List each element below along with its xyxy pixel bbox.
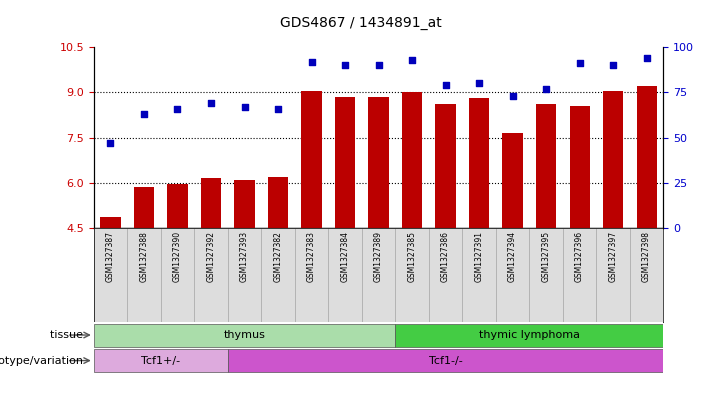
Point xyxy=(406,57,417,63)
Point xyxy=(473,80,485,86)
Bar xyxy=(161,228,194,322)
Bar xyxy=(228,349,663,372)
Point xyxy=(440,82,451,88)
Text: GDS4867 / 1434891_at: GDS4867 / 1434891_at xyxy=(280,16,441,30)
Text: tissue: tissue xyxy=(50,330,87,340)
Text: GSM1327382: GSM1327382 xyxy=(273,231,283,282)
Bar xyxy=(94,349,228,372)
Bar xyxy=(94,323,395,347)
Bar xyxy=(234,180,255,228)
Bar xyxy=(435,105,456,228)
Point xyxy=(306,59,317,65)
Point xyxy=(138,111,150,117)
Bar xyxy=(462,228,496,322)
Text: GSM1327388: GSM1327388 xyxy=(139,231,149,282)
Text: GSM1327398: GSM1327398 xyxy=(642,231,651,282)
Bar xyxy=(301,91,322,228)
Bar xyxy=(167,184,187,228)
Text: genotype/variation: genotype/variation xyxy=(0,356,87,365)
Bar xyxy=(596,228,630,322)
Bar xyxy=(94,228,127,322)
Text: GSM1327394: GSM1327394 xyxy=(508,231,517,282)
Text: Tcf1+/-: Tcf1+/- xyxy=(141,356,180,365)
Bar xyxy=(134,187,154,228)
Text: GSM1327387: GSM1327387 xyxy=(106,231,115,282)
Bar xyxy=(194,228,228,322)
Text: GSM1327397: GSM1327397 xyxy=(609,231,618,282)
Bar xyxy=(563,228,596,322)
Bar xyxy=(395,228,429,322)
Text: GSM1327392: GSM1327392 xyxy=(206,231,216,282)
Text: thymic lymphoma: thymic lymphoma xyxy=(479,330,580,340)
Point xyxy=(340,62,351,68)
Text: GSM1327391: GSM1327391 xyxy=(474,231,484,282)
Point xyxy=(239,104,250,110)
Point xyxy=(373,62,384,68)
Bar xyxy=(529,228,563,322)
Point xyxy=(172,105,183,112)
Text: GSM1327393: GSM1327393 xyxy=(240,231,249,282)
Text: GSM1327396: GSM1327396 xyxy=(575,231,584,282)
Bar xyxy=(228,228,261,322)
Bar xyxy=(295,228,328,322)
Point xyxy=(507,93,518,99)
Text: GSM1327384: GSM1327384 xyxy=(340,231,350,282)
Text: GSM1327386: GSM1327386 xyxy=(441,231,450,282)
Text: GSM1327383: GSM1327383 xyxy=(307,231,316,282)
Bar xyxy=(570,106,590,228)
Bar xyxy=(536,105,556,228)
Text: GSM1327385: GSM1327385 xyxy=(407,231,417,282)
Bar xyxy=(335,97,355,228)
Point xyxy=(540,86,552,92)
Point xyxy=(607,62,619,68)
Point xyxy=(105,140,116,146)
Point xyxy=(273,105,284,112)
Text: GSM1327389: GSM1327389 xyxy=(374,231,383,282)
Bar xyxy=(100,217,120,228)
Point xyxy=(205,100,217,107)
Point xyxy=(574,60,585,66)
Bar xyxy=(127,228,161,322)
Text: Tcf1-/-: Tcf1-/- xyxy=(429,356,462,365)
Bar xyxy=(395,323,663,347)
Bar xyxy=(362,228,395,322)
Text: GSM1327395: GSM1327395 xyxy=(541,231,551,282)
Bar xyxy=(630,228,663,322)
Bar xyxy=(637,86,657,228)
Bar xyxy=(368,97,389,228)
Bar xyxy=(268,177,288,228)
Bar xyxy=(261,228,295,322)
Bar xyxy=(496,228,529,322)
Text: thymus: thymus xyxy=(224,330,265,340)
Bar xyxy=(469,98,489,228)
Point xyxy=(641,55,653,61)
Bar xyxy=(603,91,623,228)
Bar xyxy=(402,92,422,228)
Text: GSM1327390: GSM1327390 xyxy=(173,231,182,282)
Bar xyxy=(429,228,462,322)
Bar xyxy=(201,178,221,228)
Bar xyxy=(328,228,362,322)
Bar xyxy=(503,133,523,228)
